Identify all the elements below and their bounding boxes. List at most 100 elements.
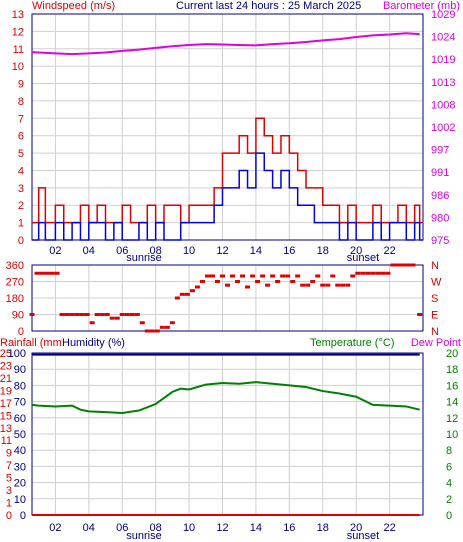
wind-direction-point: [119, 313, 125, 316]
wind-direction-point: [245, 285, 251, 289]
wind-direction-point: [204, 274, 210, 278]
wind-direction-point: [164, 325, 170, 329]
wind-direction-point: [189, 289, 195, 293]
direction-degree-label: 90: [12, 310, 24, 322]
direction-degree-label: 270: [6, 277, 24, 289]
windspeed-tick-label: 3: [18, 183, 24, 195]
temperature-tick-label: 12: [446, 413, 458, 425]
sunrise-label: sunrise: [126, 252, 161, 264]
temperature-tick-label: 0: [446, 510, 452, 522]
wind-direction-point: [230, 274, 236, 278]
x-tick-label: 02: [49, 245, 61, 257]
barometer-tick-label: 997: [431, 145, 449, 157]
rain-x-ticks: 02 04 06 08 10 12 14 16 18 20 22: [49, 522, 395, 534]
wind-direction-point: [410, 263, 416, 267]
wind-direction-point: [99, 313, 105, 316]
windspeed-tick-label: 6: [18, 131, 24, 143]
wind_avg-line: [32, 152, 423, 241]
wind-direction-point: [325, 283, 331, 287]
sunrise-label-bottom: sunrise: [126, 530, 161, 542]
wind-direction-point: [335, 283, 341, 287]
x-tick-label: 20: [350, 522, 362, 534]
wind-direction-point: [270, 274, 276, 278]
windspeed-tick-label: 1: [18, 218, 24, 230]
x-tick-label: 08: [150, 522, 162, 534]
temperature-tick-label: 2: [446, 494, 452, 506]
temperature-tick-label: 18: [446, 364, 458, 376]
wind-direction-point: [44, 271, 50, 275]
wind-direction-point: [330, 274, 336, 278]
wind-direction-point: [380, 271, 386, 275]
wind-direction-point: [84, 313, 90, 316]
x-tick-label: 14: [250, 245, 262, 257]
direction-degree-label: 360: [6, 260, 24, 272]
wind-direction-point: [74, 313, 80, 316]
wind-direction-point: [417, 313, 423, 316]
rainfall-tick-label: 11: [1, 435, 12, 447]
rainfall-tick-label: 13: [0, 423, 12, 435]
wind-direction-point: [390, 263, 396, 267]
windspeed-tick-label: 5: [18, 148, 24, 160]
wind-direction-point: [219, 274, 225, 278]
x-tick-label: 20: [350, 245, 362, 257]
wind-direction-point: [49, 271, 55, 275]
temperature-line: [31, 381, 420, 414]
humidity-tick-label: 20: [14, 478, 26, 490]
rainfall-tick-label: 21: [0, 373, 12, 385]
wind-direction-point: [29, 313, 35, 316]
wind-direction-point: [395, 263, 401, 267]
x-tick-label: 04: [83, 522, 95, 534]
rainfall-tick-label: 19: [0, 385, 12, 397]
wind-direction-point: [39, 271, 45, 275]
wind-direction-point: [109, 316, 115, 320]
wind-direction-point: [320, 283, 326, 287]
temperature-ticks: 0 2 4 6 8 10 12 14 16 18 20: [446, 348, 458, 522]
wind-direction-point: [350, 274, 356, 278]
wind-direction-point: [94, 313, 100, 316]
humidity-tick-label: 60: [14, 413, 26, 425]
direction-compass-label: N: [431, 260, 439, 272]
x-tick-label: 06: [116, 522, 128, 534]
windspeed-tick-label: 10: [12, 61, 24, 73]
wind-direction-point: [184, 292, 190, 296]
temperature-tick-label: 4: [446, 478, 452, 490]
humidity-tick-label: 70: [14, 397, 26, 409]
x-tick-label: 10: [183, 522, 195, 534]
temperature-axis-label: Temperature (°C): [310, 337, 394, 349]
wind-direction-point: [154, 329, 160, 333]
direction-degree-label: 0: [18, 326, 24, 338]
x-tick-label: 10: [183, 245, 195, 257]
wind-direction-point: [375, 271, 381, 275]
wind-direction-point: [225, 283, 230, 287]
x-tick-label: 16: [283, 245, 295, 257]
windspeed-tick-label: 9: [18, 79, 24, 91]
x-tick-label: 12: [216, 245, 228, 257]
dew-point-axis-label: Dew Point: [411, 337, 461, 349]
barometer-tick-label: 986: [431, 190, 449, 202]
barometer-tick-label: 1029: [431, 9, 455, 21]
barometer-ticks: 975 980 986 991 997 1002 1008 1013 1019 1024 1029: [431, 9, 455, 247]
wind-direction-point: [169, 321, 175, 325]
direction-panel-frame: [31, 264, 424, 332]
humidity-tick-label: 30: [14, 461, 26, 473]
rainfall-tick-label: 23: [0, 360, 12, 372]
x-tick-label: 02: [49, 522, 61, 534]
wind-direction-point: [134, 313, 140, 316]
barometer-tick-label: 1019: [431, 54, 455, 66]
wind-direction-point: [305, 283, 311, 287]
wind-panel-frame: [31, 13, 424, 241]
barometer-tick-label: 991: [431, 167, 449, 179]
windspeed-tick-label: 8: [18, 96, 24, 108]
wind-direction-point: [290, 280, 296, 283]
barometer-tick-label: 1008: [431, 99, 455, 111]
humidity-tick-label: 100: [8, 348, 26, 360]
wind-direction-point: [285, 274, 291, 278]
direction-compass-label: W: [431, 277, 442, 289]
humidity-tick-label: 0: [20, 510, 26, 522]
rainfall-tick-label: 3: [6, 485, 12, 497]
